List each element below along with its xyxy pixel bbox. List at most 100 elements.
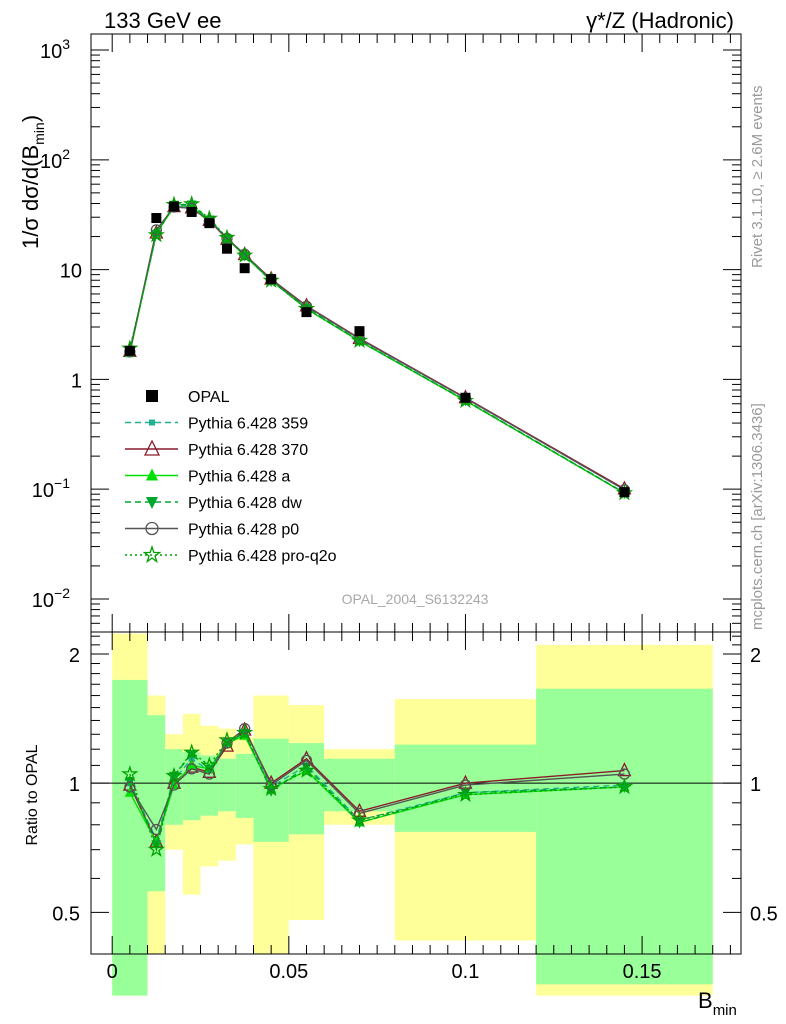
main-y-tick-label: 10−1	[32, 475, 70, 502]
ratio-y-tick-label-right: 2	[750, 645, 761, 667]
main-y-axis-label: 1/σ dσ/d(Bmin)	[18, 115, 47, 249]
process-type-label: γ*/Z (Hadronic)	[586, 8, 734, 33]
marker-star	[262, 779, 280, 797]
legend-label: Pythia 6.428 p0	[188, 522, 299, 539]
ratio-y-tick-label-right: 1	[750, 774, 761, 796]
legend-label: Pythia 6.428 370	[188, 442, 308, 459]
ratio-series-line	[129, 731, 625, 847]
marker-triangle-down	[460, 788, 471, 799]
main-plot-frame	[90, 33, 742, 633]
x-tick-label: 0	[107, 961, 118, 983]
opal-data-point	[301, 307, 312, 318]
opal-data-point	[124, 345, 135, 356]
legend: OPAL Pythia 6.428 359 Pythia 6.428 370 Pyth…	[125, 389, 337, 565]
main-y-tick-label: 10−2	[32, 585, 70, 612]
marker-star	[147, 840, 165, 857]
marker-star	[200, 756, 218, 773]
marker-triangle-down	[186, 200, 197, 211]
opal-data-point	[186, 206, 197, 217]
marker-circle	[168, 779, 180, 791]
opal-data-point	[222, 243, 233, 254]
opal-data-point	[619, 487, 630, 498]
band-inner	[324, 758, 395, 812]
main-y-ticks: 10−2 10−1 1 10 102 103	[32, 36, 741, 633]
mcplots-label: mcplots.cern.ch [arXiv:1306.3436]	[749, 403, 766, 630]
ratio-series-line	[129, 727, 625, 832]
legend-label: Pythia 6.428 a	[188, 469, 290, 486]
marker-star	[236, 246, 254, 263]
x-axis-label-text: B	[698, 988, 713, 1013]
marker-circle	[353, 807, 366, 820]
ratio-y-ticks: 0.5 0.5 1 1 2 2	[52, 635, 778, 955]
band-inner	[288, 743, 325, 835]
legend-label: Pythia 6.428 359	[188, 416, 308, 433]
marker-triangle	[143, 439, 161, 456]
opal-data-point	[169, 201, 180, 212]
marker-triangle-down	[151, 840, 162, 851]
band-inner	[218, 758, 236, 812]
marker-circle	[186, 763, 198, 775]
ratio-y-tick-label: 0.5	[52, 903, 80, 925]
x-axis-label: Bmin	[698, 988, 737, 1019]
opal-data-point	[239, 263, 250, 274]
main-y-tick-label: 1	[71, 370, 82, 392]
marker-square	[149, 419, 155, 426]
main-plot: 10−2 10−1 1 10 102 103 OPAL_2004_S6132243 1/σ…	[18, 33, 742, 633]
main-y-axis-label-close: )	[18, 115, 43, 122]
marker-star	[183, 195, 201, 212]
marker-triangle-down	[301, 763, 312, 774]
ratio-plot: 0.5 0.5 1 1 2 2 0 0.05 0.1 0.15 Ratio to OPAL Bm…	[24, 631, 778, 1019]
marker-star	[165, 766, 183, 784]
marker-triangle-filled	[146, 468, 158, 481]
main-y-tick-exponent: 2	[62, 146, 70, 162]
marker-star	[121, 764, 139, 782]
x-tick-label: 0.15	[623, 961, 662, 983]
main-y-axis-label-sub: min	[31, 122, 47, 145]
marker-star	[147, 225, 165, 243]
marker-star	[297, 761, 316, 778]
marker-circle	[124, 781, 136, 793]
legend-marker-data	[146, 390, 158, 402]
marker-star	[350, 811, 369, 828]
marker-star	[218, 228, 236, 246]
band-inner	[235, 753, 254, 818]
ratio-y-tick-label: 1	[69, 774, 80, 796]
marker-star	[350, 331, 369, 349]
marker-circle	[203, 768, 215, 780]
ratio-y-tick-label: 2	[69, 645, 80, 667]
marker-star	[615, 777, 634, 795]
marker-circle	[221, 737, 233, 749]
main-y-axis-label-text: 1/σ dσ/d(B	[18, 145, 43, 249]
marker-circle	[459, 779, 472, 791]
main-y-tick-label: 102	[40, 146, 70, 173]
main-y-tick-label: 103	[40, 36, 70, 63]
marker-star	[218, 731, 236, 748]
marker-star	[456, 785, 475, 803]
legend-label: Pythia 6.428 pro-q2o	[188, 548, 337, 565]
marker-triangle-down	[146, 497, 158, 509]
ratio-series-lines	[121, 721, 634, 857]
main-x-ticks	[111, 34, 731, 632]
analysis-watermark: OPAL_2004_S6132243	[342, 591, 489, 607]
main-y-tick-exponent: −1	[54, 475, 70, 491]
marker-star	[142, 545, 162, 564]
marker-star	[183, 743, 201, 760]
band-inner	[536, 688, 713, 985]
ratio-plot-frame	[90, 631, 742, 955]
main-y-tick-exponent: 3	[62, 36, 70, 52]
x-axis-label-sub: min	[713, 1002, 737, 1019]
legend-label: Pythia 6.428 dw	[188, 495, 302, 512]
band-inner	[147, 715, 166, 892]
opal-data-point	[204, 218, 215, 229]
marker-star	[236, 723, 254, 741]
main-y-tick-exponent: −2	[54, 585, 70, 601]
x-tick-label: 0.1	[452, 961, 480, 983]
marker-triangle-down	[239, 251, 250, 262]
process-label: 133 GeV ee	[104, 8, 221, 33]
opal-data-points	[124, 201, 630, 498]
ratio-x-ticks: 0 0.05 0.1 0.15	[107, 632, 731, 983]
marker-circle	[239, 722, 251, 735]
main-y-tick-label: 10	[60, 261, 82, 283]
uncertainty-bands	[112, 633, 713, 996]
